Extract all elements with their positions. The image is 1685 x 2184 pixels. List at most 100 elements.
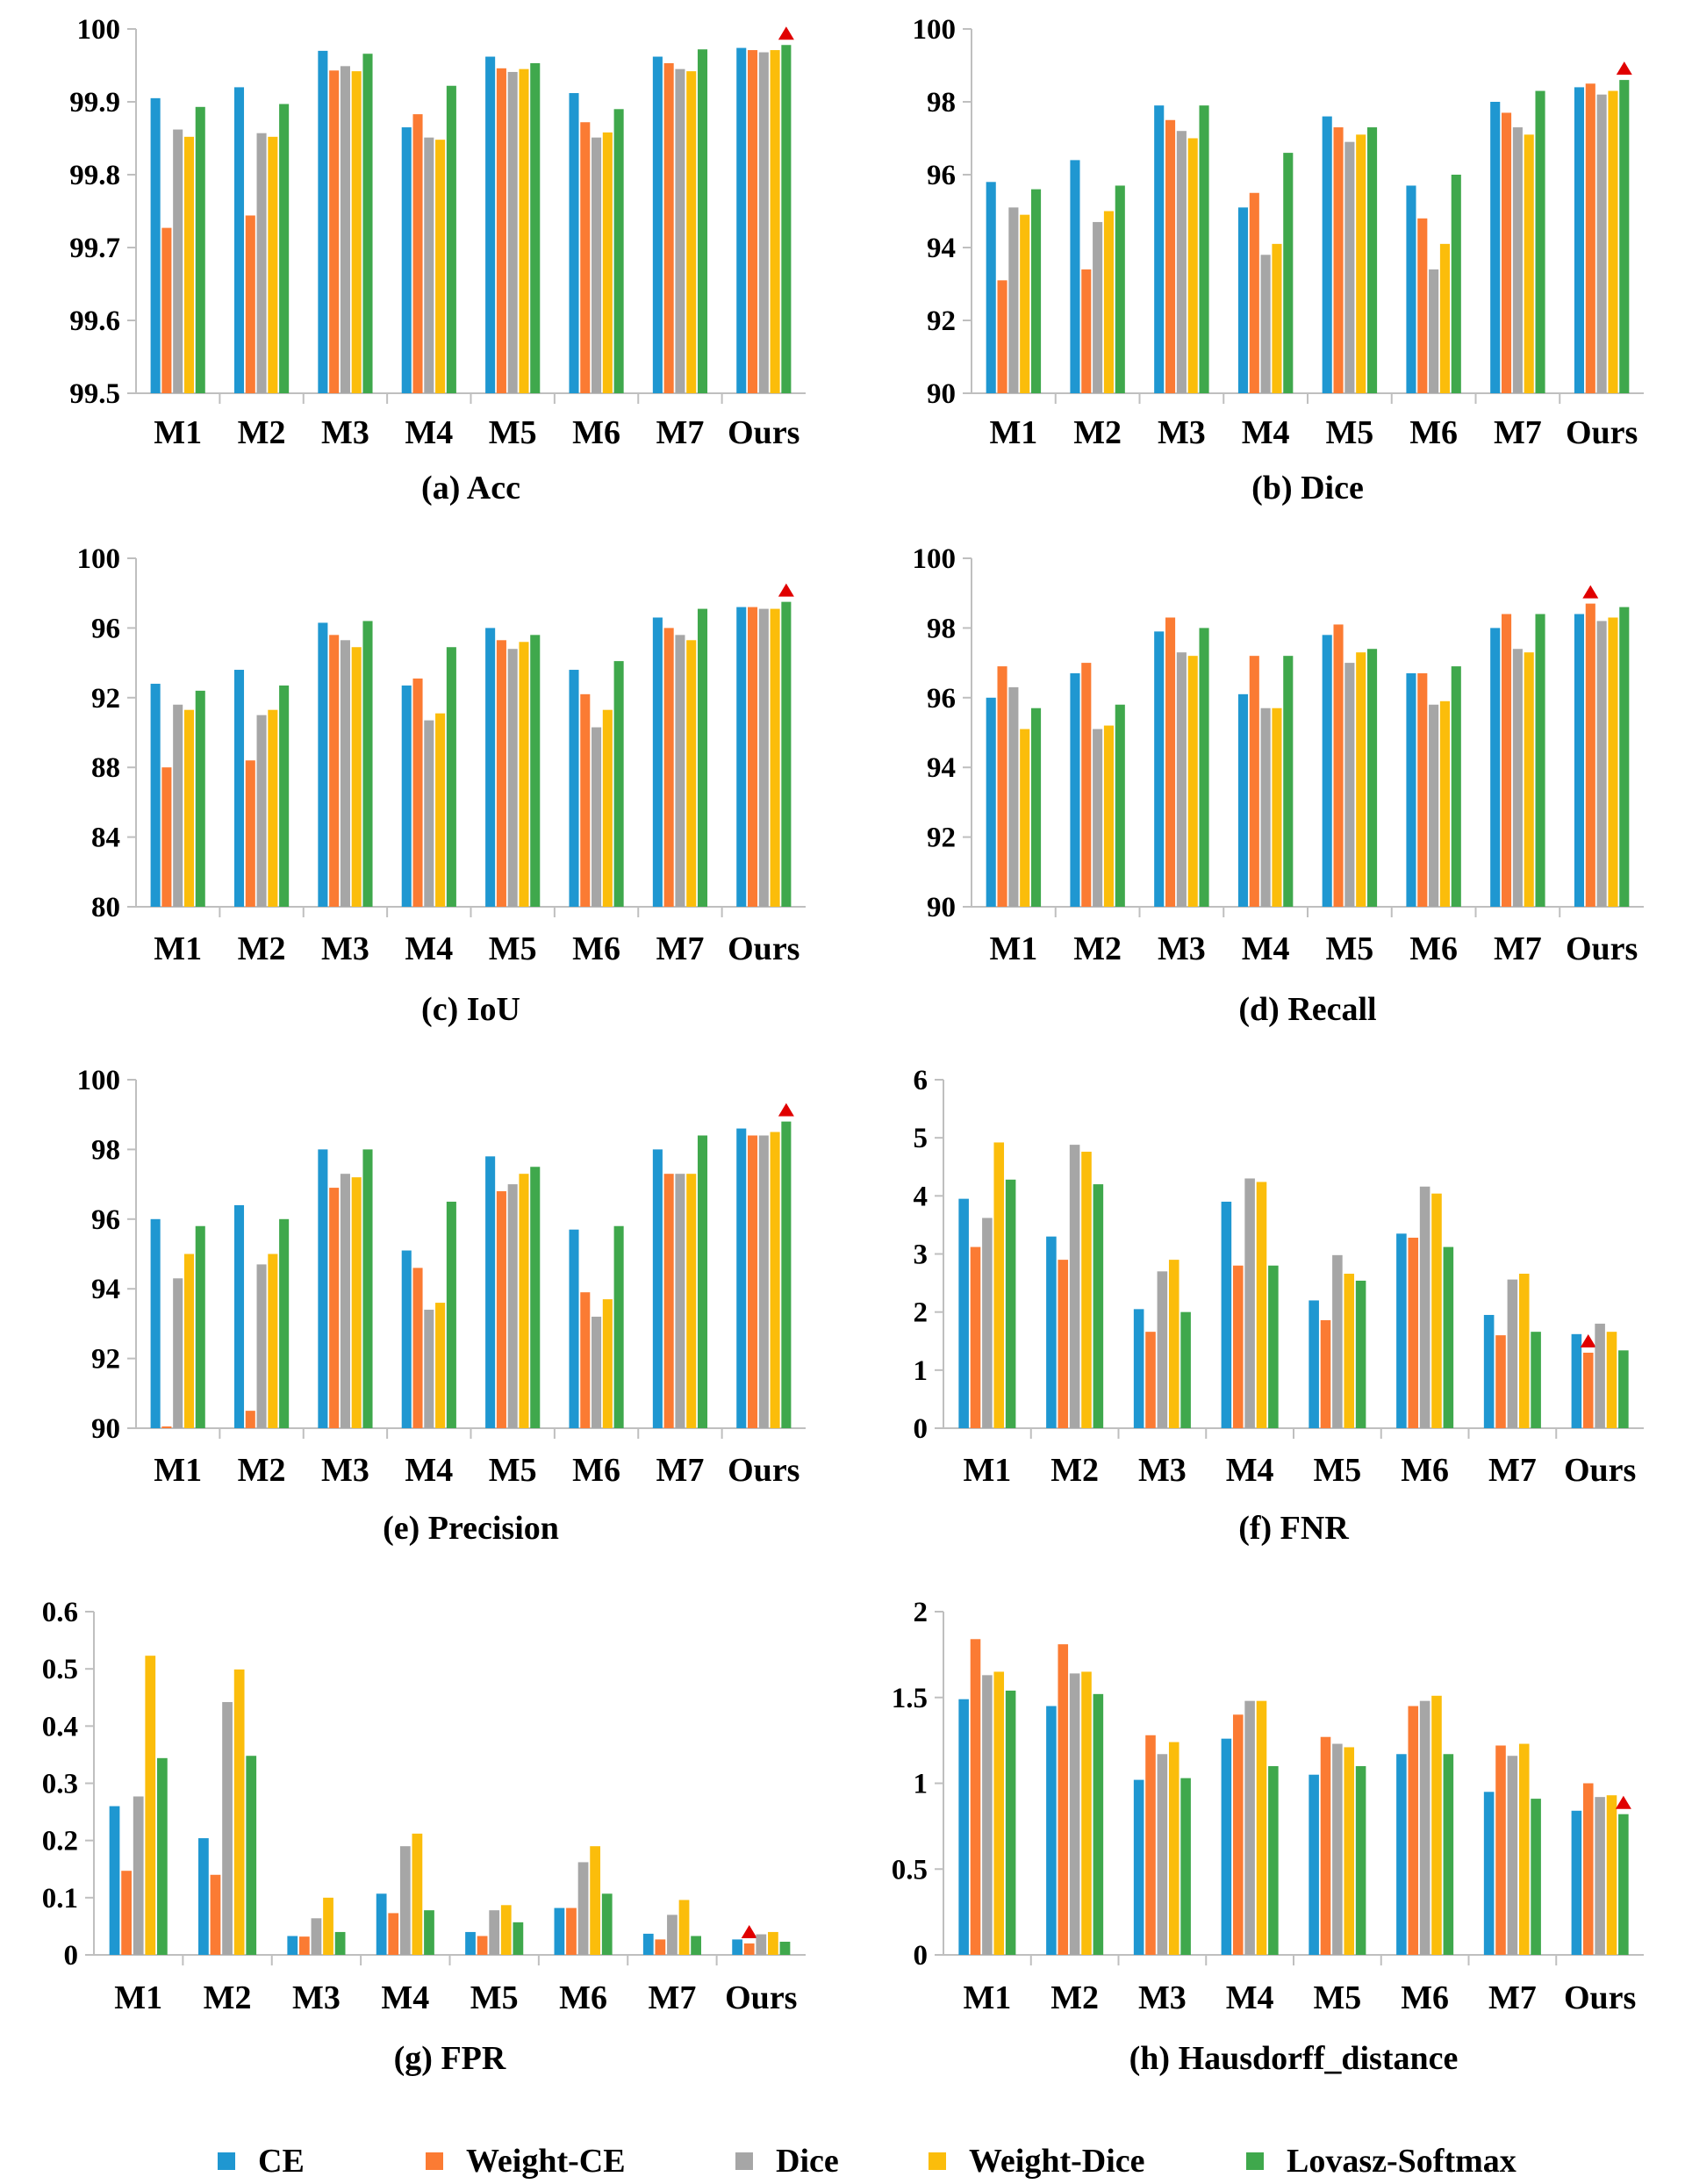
y-tick-label: 100 [77,1065,121,1096]
bar-m4-ce [1221,1201,1232,1428]
bar-ours-lovasz-softmax [781,1121,792,1428]
y-tick-label: 94 [927,233,956,264]
bar-m7-lovasz-softmax [697,1135,708,1428]
bar-m4-weight-ce [1232,1265,1244,1428]
bar-m6-dice [1419,1186,1430,1428]
bar-m3-ce [1133,1309,1144,1428]
bar-m7-ce [1490,102,1501,393]
bar-m6-weight-dice [590,1846,601,1955]
bar-m6-weight-dice [1431,1695,1442,1955]
bar-m1-dice [173,1278,183,1428]
bar-m5-dice [1332,1254,1343,1428]
y-tick-label: 92 [91,683,120,715]
bar-m3-dice [1176,131,1187,393]
bar-m4-lovasz-softmax [1283,153,1294,393]
y-tick-label: 92 [927,823,956,854]
x-category-label: Ours [728,930,799,967]
bar-m5-weight-ce [496,640,506,907]
bar-m6-weight-dice [602,709,613,907]
bar-m5-weight-ce [477,1936,488,1955]
bar-ours-ce [736,1128,747,1428]
best-marker-icon [778,1103,794,1117]
bar-m4-weight-dice [1272,708,1282,907]
bar-m1-dice [1008,207,1019,393]
bar-m6-ce [569,93,579,393]
bar-m1-ce [109,1806,120,1955]
x-category-label: M2 [204,1979,252,2016]
bar-m4-weight-ce [412,114,423,394]
bar-m1-weight-dice [183,1254,194,1428]
bar-m6-weight-dice [1439,243,1451,393]
bar-m5-ce [1322,116,1332,393]
x-category-label: M5 [1325,414,1373,451]
bar-m1-dice [173,704,183,907]
bar-m5-lovasz-softmax [1366,127,1378,394]
bar-ours-weight-dice [1606,1795,1617,1955]
bar-m6-weight-ce [1408,1706,1419,1955]
bar-m5-weight-dice [519,1174,529,1428]
bar-m4-dice [424,720,434,907]
y-tick-label: 90 [91,1413,120,1445]
x-category-label: M6 [1409,930,1458,967]
bar-m6-ce [1396,1233,1407,1428]
bar-m7-weight-dice [1524,652,1534,907]
bar-m7-lovasz-softmax [691,1936,701,1955]
x-category-label: M7 [1494,930,1542,967]
bar-m6-dice [577,1862,589,1955]
bar-m7-dice [1512,127,1523,394]
bar-m2-weight-dice [268,136,278,393]
bar-m5-ce [1309,1774,1319,1955]
y-tick-label: 99.7 [69,233,120,264]
bar-m1-ce [150,1218,161,1428]
bar-m2-dice [222,1701,233,1955]
bar-m7-weight-ce [1501,614,1512,907]
bar-m3-weight-ce [1145,1735,1156,1955]
bar-m2-lovasz-softmax [279,104,290,394]
legend-swatch-ce [218,2152,235,2170]
chart-c-iou: 80 84 88 92 96 100 M1 M2 M3 M4 M5 M6 M7 Ours (c) IoU [77,543,806,1028]
bar-m6-weight-ce [580,1292,591,1428]
bar-m5-ce [465,1931,476,1955]
bar-m4-weight-dice [1256,1182,1267,1428]
legend-label-lovasz-softmax: Lovasz-Softmax [1287,2143,1516,2180]
bar-ours-dice [758,608,769,907]
bar-m6-weight-ce [580,693,591,907]
bar-m4-weight-ce [412,1268,423,1428]
x-category-label: M1 [989,930,1037,967]
y-tick-label: 6 [914,1065,929,1096]
bar-m5-lovasz-softmax [530,63,541,393]
x-category-label: M3 [321,930,369,967]
bar-m4-lovasz-softmax [1268,1765,1279,1955]
bar-m1-weight-ce [997,280,1007,393]
bar-m4-weight-dice [435,713,446,907]
bar-m2-dice [1093,221,1103,393]
bar-m2-weight-ce [245,760,255,907]
bar-ours-weight-ce [1582,1783,1594,1955]
bar-ours-dice [758,1135,769,1428]
x-category-label: M4 [405,930,453,967]
bar-m4-weight-dice [412,1833,423,1955]
bar-m6-lovasz-softmax [1451,666,1461,907]
bar-m5-weight-dice [519,642,529,907]
bar-ours-ce [1574,614,1585,907]
x-category-label: M1 [963,1452,1011,1489]
bar-m5-lovasz-softmax [530,1167,541,1428]
bar-m5-lovasz-softmax [513,1922,524,1955]
bar-m6-lovasz-softmax [1443,1246,1454,1428]
y-tick-label: 94 [927,752,956,784]
bar-ours-weight-ce [1585,603,1595,907]
bar-m2-dice [256,1264,267,1428]
bar-ours-weight-dice [770,1132,780,1428]
bar-m1-lovasz-softmax [1030,708,1042,907]
legend-swatch-weight-dice [929,2152,946,2170]
bar-m6-weight-ce [1417,673,1428,907]
bar-m3-dice [340,640,350,907]
x-category-label: M3 [321,1452,369,1489]
bar-ours-dice [1596,621,1607,907]
y-tick-label: 90 [927,892,956,923]
bar-m3-ce [287,1936,298,1955]
y-tick-label: 100 [913,543,957,575]
bar-m7-ce [642,1933,654,1955]
bar-m7-lovasz-softmax [1531,1332,1541,1428]
bar-m4-dice [424,137,434,394]
